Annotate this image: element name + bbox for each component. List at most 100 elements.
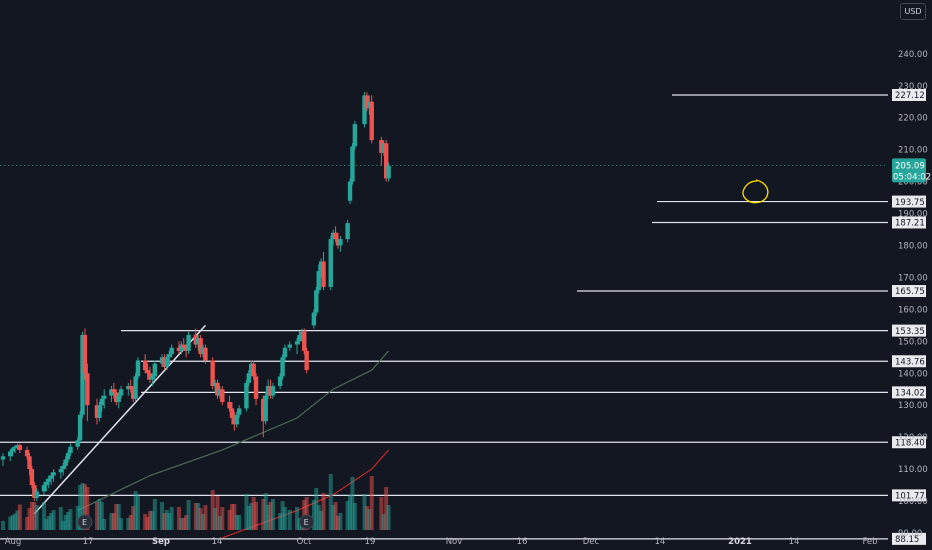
candle-body — [270, 386, 276, 396]
volume-bar — [381, 514, 386, 530]
level-label-8: 101.77 — [895, 492, 925, 502]
volume-bar — [213, 508, 218, 530]
candle-body — [58, 469, 64, 473]
earnings-marker-1[interactable] — [299, 514, 315, 530]
volume-bar — [321, 493, 326, 530]
candle-body — [350, 146, 355, 182]
volume-bar — [135, 494, 140, 530]
candle-body — [347, 181, 353, 201]
candle-body — [246, 373, 252, 383]
time-scale-label: 14 — [655, 537, 666, 547]
level-label-bg-9 — [892, 532, 926, 545]
price-scale-label: 110.00 — [898, 465, 928, 475]
level-label-0: 227.12 — [895, 91, 925, 101]
price-scale[interactable]: 240.00 230.00 220.00 210.00 200.00 190.00 180.… — [892, 50, 931, 539]
volume-bar — [114, 504, 119, 530]
time-scale-label: Sep — [152, 537, 170, 547]
volume-bar — [97, 499, 102, 530]
volume-bar — [246, 506, 251, 530]
volume-bar — [128, 515, 133, 530]
volume-bar — [51, 510, 56, 530]
candle-body — [128, 386, 133, 390]
volume-bar — [316, 505, 321, 530]
candle-body — [61, 465, 66, 470]
price-scale-label: 140.00 — [898, 369, 928, 379]
volume-bar — [148, 511, 153, 530]
annotation-circle — [742, 179, 769, 204]
volume-bar — [131, 506, 136, 530]
volume-bar — [29, 502, 34, 530]
level-label-1: 193.75 — [895, 198, 925, 208]
candle-body — [130, 389, 136, 399]
volume-bar — [176, 507, 181, 530]
earnings-marker-0[interactable] — [77, 514, 93, 530]
time-scale[interactable]: Aug 17 Sep 14 Oct 19 Nov 16 Dec 14 2021 14 Feb — [5, 537, 878, 547]
price-scale-label: 90.00 — [898, 529, 922, 539]
level-label-4: 153.35 — [895, 327, 925, 337]
last-price-tag — [892, 158, 926, 183]
volume-bar — [227, 510, 232, 530]
candle-body — [32, 485, 37, 498]
candle-body — [150, 376, 155, 380]
candle-body — [379, 140, 384, 153]
volume-bar — [369, 476, 374, 530]
candle-body — [183, 347, 189, 351]
volume-bar — [167, 513, 172, 530]
candle-body — [8, 451, 13, 457]
candle-body — [15, 445, 20, 447]
volume-bar — [143, 514, 148, 530]
last-price-value: 205.09 — [895, 161, 925, 171]
horizontal-levels-layer: 227.12 193.75 187.21 165.75 153.35 143.76 134.… — [0, 88, 926, 545]
candle-body — [244, 382, 249, 409]
candle-body — [27, 456, 32, 470]
candle-body — [280, 357, 285, 377]
level-label-3: 165.75 — [895, 287, 925, 297]
candle-body — [147, 373, 153, 380]
volume-bar — [251, 497, 256, 530]
volume-bar — [186, 500, 191, 530]
price-scale-label: 160.00 — [898, 305, 928, 315]
candle-body — [29, 469, 35, 486]
candle-body — [198, 338, 203, 355]
candle-body — [268, 386, 273, 396]
volume-bar — [220, 507, 225, 530]
volume-bar — [203, 505, 208, 530]
candle-body — [34, 491, 39, 498]
level-label-bg-2 — [892, 216, 926, 229]
candle-body — [82, 334, 88, 374]
volume-bar — [201, 514, 206, 530]
volume-bar — [295, 507, 300, 530]
volume-bar — [109, 513, 114, 530]
volume-bar — [261, 499, 266, 530]
volume-bar — [311, 500, 316, 530]
volume-bar — [10, 515, 15, 530]
volume-bar — [280, 501, 285, 530]
level-label-bg-5 — [892, 355, 926, 368]
time-scale-label: 2021 — [728, 537, 752, 547]
volume-bar — [335, 516, 340, 530]
volume-bar — [152, 499, 157, 530]
volume-bar — [345, 501, 350, 530]
volume-bar — [78, 485, 83, 530]
price-scale-label: 230.00 — [898, 82, 928, 92]
candle-body — [49, 475, 54, 479]
price-scale-label: 240.00 — [898, 50, 928, 60]
trendline — [33, 324, 206, 515]
time-scale-label: 17 — [83, 537, 94, 547]
volume-bar — [232, 504, 237, 530]
candle-body — [302, 331, 307, 351]
candle-body — [386, 165, 391, 179]
candle-body — [46, 478, 51, 482]
price-scale-label: 200.00 — [898, 178, 928, 188]
volume-bar — [237, 515, 242, 530]
volume-bar — [229, 504, 234, 530]
candle-body — [77, 414, 83, 441]
time-scale-label: 14 — [212, 537, 223, 547]
volume-bar — [270, 499, 275, 530]
currency-button[interactable]: USD — [900, 3, 926, 20]
candle-body — [265, 386, 271, 396]
volume-bar — [181, 518, 186, 530]
candle-body — [210, 360, 215, 387]
candle-body — [114, 392, 119, 403]
